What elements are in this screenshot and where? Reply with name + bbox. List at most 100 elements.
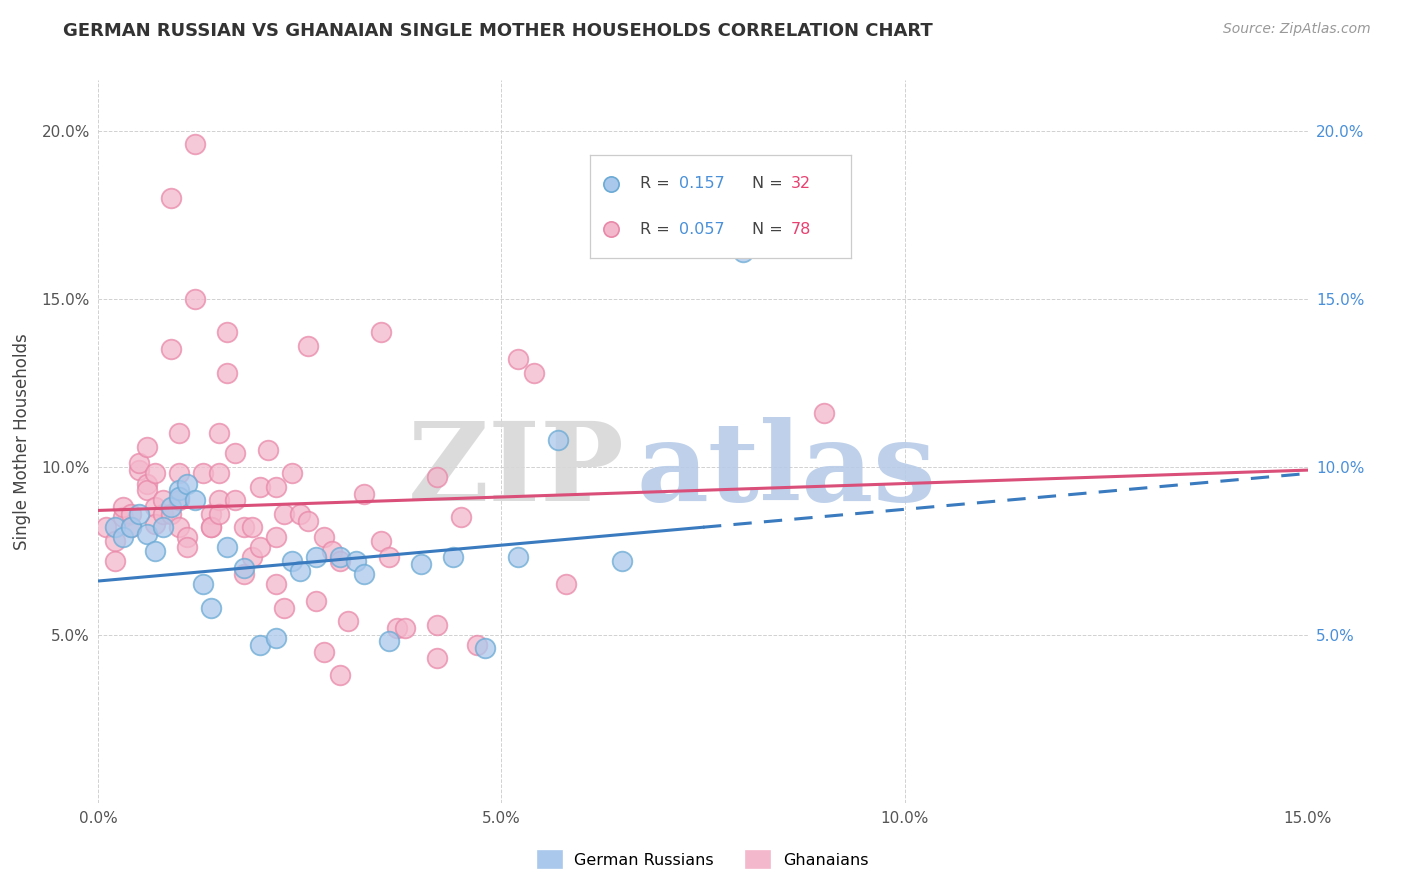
Point [474, 641, 496, 656]
Point [264, 631, 287, 645]
Point [506, 550, 529, 565]
Point [232, 567, 254, 582]
Point [426, 617, 449, 632]
Point [176, 541, 198, 555]
Point [135, 476, 157, 491]
Point [523, 366, 546, 380]
Point [353, 486, 375, 500]
Point [465, 638, 488, 652]
Point [152, 520, 174, 534]
Point [135, 527, 157, 541]
Point [176, 530, 198, 544]
Point [224, 446, 246, 460]
Point [394, 621, 416, 635]
Point [240, 520, 263, 534]
Point [96, 520, 118, 534]
Text: 0.157: 0.157 [679, 177, 724, 192]
Point [184, 292, 207, 306]
Text: 0.057: 0.057 [679, 222, 724, 236]
Point [217, 541, 239, 555]
Text: ZIP: ZIP [408, 417, 624, 524]
Point [167, 493, 190, 508]
Point [167, 483, 190, 498]
Point [273, 600, 295, 615]
Point [240, 550, 263, 565]
Point [143, 543, 166, 558]
Point [409, 558, 432, 572]
Point [426, 470, 449, 484]
Point [344, 554, 367, 568]
Point [249, 480, 271, 494]
Point [441, 550, 464, 565]
Text: Source: ZipAtlas.com: Source: ZipAtlas.com [1223, 22, 1371, 37]
Point [143, 516, 166, 531]
Point [152, 493, 174, 508]
Point [256, 442, 278, 457]
Point [297, 339, 319, 353]
Point [128, 463, 150, 477]
Point [128, 507, 150, 521]
Point [167, 490, 190, 504]
Text: atlas: atlas [637, 417, 936, 524]
Point [160, 191, 183, 205]
Point [377, 550, 399, 565]
Text: N =: N = [752, 177, 783, 192]
Point [152, 507, 174, 521]
Point [612, 554, 634, 568]
Text: 32: 32 [792, 177, 811, 192]
Point [200, 600, 222, 615]
Point [167, 520, 190, 534]
Point [314, 530, 336, 544]
Point [329, 550, 352, 565]
Point [249, 541, 271, 555]
Point [128, 456, 150, 470]
Text: 78: 78 [792, 222, 811, 236]
Point [167, 467, 190, 481]
Point [120, 520, 142, 534]
Point [120, 520, 142, 534]
Point [555, 577, 578, 591]
Point [208, 493, 231, 508]
Point [103, 554, 125, 568]
Point [103, 520, 125, 534]
Y-axis label: Single Mother Households: Single Mother Households [13, 334, 31, 549]
Point [370, 326, 392, 340]
Point [450, 510, 472, 524]
Point [200, 507, 222, 521]
Point [281, 467, 304, 481]
Point [385, 621, 408, 635]
Point [193, 467, 215, 481]
Point [370, 533, 392, 548]
Point [329, 554, 352, 568]
Point [160, 500, 183, 514]
Point [232, 520, 254, 534]
Point [193, 577, 215, 591]
Point [135, 483, 157, 498]
Point [273, 507, 295, 521]
Point [167, 426, 190, 441]
Point [426, 651, 449, 665]
Point [208, 467, 231, 481]
Point [217, 326, 239, 340]
Point [288, 507, 311, 521]
Point [143, 467, 166, 481]
Point [120, 507, 142, 521]
Point [288, 564, 311, 578]
Point [297, 514, 319, 528]
Point [160, 342, 183, 356]
Point [217, 366, 239, 380]
Text: R =: R = [640, 177, 669, 192]
Point [506, 352, 529, 367]
Point [176, 476, 198, 491]
Point [111, 530, 134, 544]
Point [184, 137, 207, 152]
Point [208, 426, 231, 441]
Point [337, 615, 360, 629]
Point [281, 554, 304, 568]
Point [264, 480, 287, 494]
Point [200, 520, 222, 534]
Point [547, 433, 569, 447]
Point [377, 634, 399, 648]
Point [103, 533, 125, 548]
Point [232, 560, 254, 574]
